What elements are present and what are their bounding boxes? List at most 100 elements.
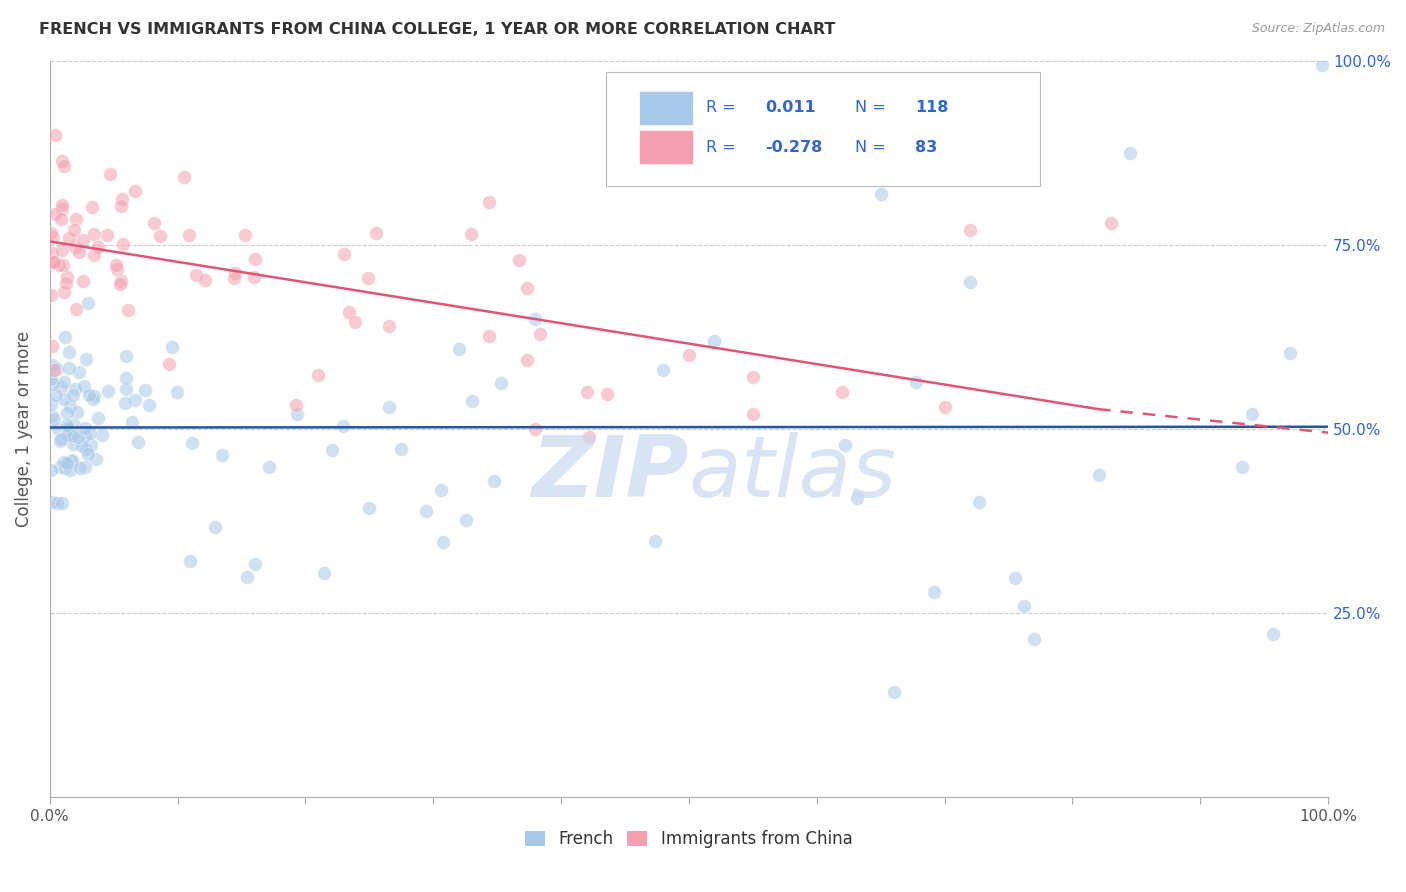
Point bbox=[72, 233, 94, 247]
Point bbox=[75, 442, 97, 456]
Point bbox=[63, 382, 86, 396]
Point bbox=[53, 329, 76, 343]
Point bbox=[51, 244, 73, 258]
Point bbox=[703, 334, 725, 348]
Point bbox=[42, 229, 65, 244]
Point bbox=[959, 275, 981, 289]
Text: R =: R = bbox=[706, 100, 735, 115]
Point bbox=[524, 311, 547, 326]
Point bbox=[55, 457, 77, 471]
Point bbox=[578, 430, 600, 444]
Point bbox=[42, 376, 65, 391]
Point bbox=[449, 342, 471, 356]
Point bbox=[429, 483, 451, 497]
Point bbox=[596, 387, 619, 401]
Point bbox=[62, 437, 84, 451]
Point bbox=[115, 370, 138, 384]
Point bbox=[65, 212, 87, 227]
Point bbox=[478, 328, 501, 343]
Point bbox=[67, 244, 90, 259]
Point bbox=[104, 258, 127, 272]
Point bbox=[114, 396, 136, 410]
Point bbox=[44, 207, 66, 221]
Point bbox=[357, 271, 380, 285]
Point bbox=[741, 407, 763, 421]
Point bbox=[58, 231, 80, 245]
Point bbox=[41, 339, 63, 353]
Point bbox=[77, 388, 100, 402]
Point bbox=[75, 421, 97, 435]
Point bbox=[83, 389, 105, 403]
Point bbox=[285, 398, 308, 412]
Point bbox=[959, 223, 981, 237]
Legend: French, Immigrants from China: French, Immigrants from China bbox=[519, 823, 859, 855]
Point bbox=[460, 227, 482, 242]
Point bbox=[76, 447, 98, 461]
Point bbox=[41, 495, 63, 509]
Point bbox=[1087, 467, 1109, 482]
Point bbox=[332, 418, 354, 433]
Y-axis label: College, 1 year or more: College, 1 year or more bbox=[15, 331, 32, 527]
Point bbox=[79, 425, 101, 440]
Point bbox=[51, 198, 73, 212]
Point bbox=[39, 462, 62, 476]
Point bbox=[204, 520, 226, 534]
Point bbox=[166, 385, 188, 400]
Point bbox=[39, 397, 62, 411]
Point bbox=[49, 434, 72, 449]
Point bbox=[56, 428, 79, 442]
Point bbox=[124, 184, 146, 198]
Point bbox=[87, 239, 110, 253]
Point bbox=[110, 274, 132, 288]
Point bbox=[1012, 599, 1035, 613]
Point bbox=[1022, 632, 1045, 646]
Point bbox=[41, 409, 63, 423]
Point bbox=[53, 285, 76, 300]
Point bbox=[516, 352, 538, 367]
Point bbox=[111, 192, 134, 206]
Point bbox=[1119, 146, 1142, 161]
Text: 118: 118 bbox=[915, 100, 949, 115]
Point bbox=[72, 274, 94, 288]
Point bbox=[53, 375, 76, 389]
Point bbox=[1278, 346, 1301, 360]
Point bbox=[644, 533, 666, 548]
Point bbox=[243, 270, 266, 285]
Text: 83: 83 bbox=[915, 140, 938, 154]
Point bbox=[60, 454, 83, 468]
Point bbox=[1261, 627, 1284, 641]
Point bbox=[73, 460, 96, 475]
Point bbox=[62, 223, 84, 237]
Point bbox=[211, 448, 233, 462]
Point bbox=[869, 186, 891, 201]
Point bbox=[51, 202, 73, 216]
Point bbox=[332, 247, 354, 261]
Point bbox=[105, 262, 128, 277]
Point bbox=[142, 216, 165, 230]
Text: N =: N = bbox=[855, 140, 886, 154]
Point bbox=[575, 385, 598, 400]
Point bbox=[62, 387, 84, 401]
Text: FRENCH VS IMMIGRANTS FROM CHINA COLLEGE, 1 YEAR OR MORE CORRELATION CHART: FRENCH VS IMMIGRANTS FROM CHINA COLLEGE,… bbox=[39, 22, 835, 37]
Point bbox=[364, 227, 387, 241]
Point bbox=[1004, 571, 1026, 585]
Point bbox=[86, 452, 108, 467]
Point bbox=[52, 392, 75, 406]
Point bbox=[58, 345, 80, 359]
Point bbox=[70, 439, 93, 453]
Point bbox=[82, 392, 104, 406]
Text: 0.011: 0.011 bbox=[766, 100, 817, 115]
Point bbox=[117, 303, 139, 318]
Point bbox=[56, 269, 79, 284]
Point bbox=[678, 348, 700, 362]
Point bbox=[236, 570, 259, 584]
Point bbox=[63, 240, 86, 254]
Point bbox=[652, 363, 675, 377]
Point bbox=[934, 400, 956, 414]
Point bbox=[48, 258, 70, 272]
Point bbox=[46, 362, 69, 376]
Point bbox=[49, 212, 72, 227]
Text: -0.278: -0.278 bbox=[766, 140, 823, 154]
Point bbox=[508, 252, 530, 267]
Point bbox=[41, 372, 63, 386]
